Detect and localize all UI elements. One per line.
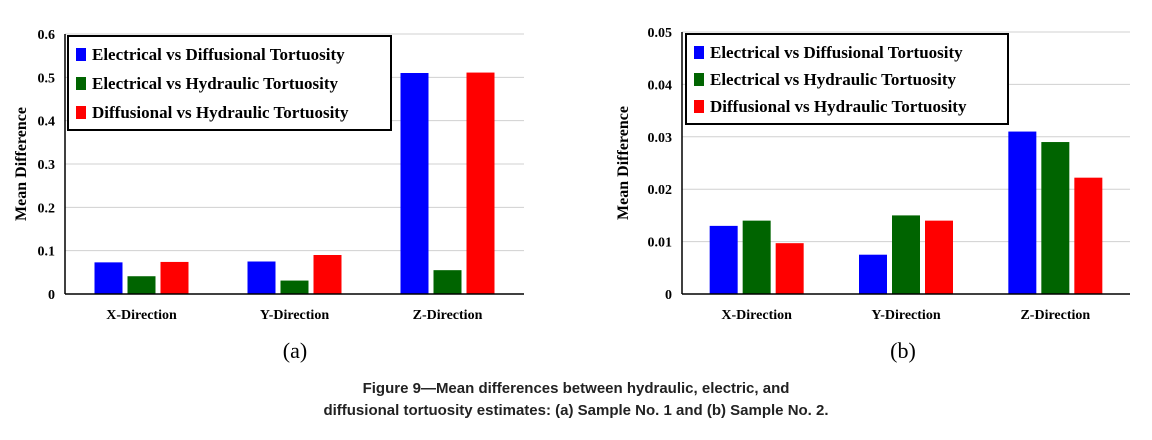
y-tick-label: 0.01 [648, 236, 673, 251]
x-tick-label: X-Direction [106, 308, 177, 323]
y-tick-label: 0.4 [38, 115, 56, 130]
legend-swatch [76, 77, 86, 90]
legend-label: Electrical vs Diffusional Tortuosity [92, 45, 345, 64]
y-tick-label: 0.02 [648, 183, 673, 198]
y-tick-label: 0.04 [648, 78, 673, 93]
x-tick-label: Z-Direction [1020, 308, 1090, 323]
y-tick-label: 0.6 [38, 28, 56, 43]
y-tick-label: 0.1 [38, 245, 56, 260]
y-axis-label: Mean Difference [13, 107, 30, 221]
bar [400, 73, 429, 294]
y-tick-label: 0 [665, 288, 672, 303]
x-tick-label: Y-Direction [260, 308, 329, 323]
chart-b: 0 0.01 0.02 0.03 0.04 0.05 X-Direction Y-Direct… [615, 26, 1130, 363]
bar [313, 255, 342, 294]
bar [775, 243, 804, 294]
bar [160, 261, 189, 294]
bar [859, 254, 887, 294]
y-tick-label: 0.03 [648, 131, 673, 146]
y-tick-label: 0.5 [38, 71, 56, 86]
legend-swatch [694, 46, 704, 59]
bar [742, 220, 771, 294]
y-tick-label: 0.3 [38, 158, 56, 173]
legend-swatch [694, 100, 704, 113]
legend-label: Electrical vs Hydraulic Tortuosity [92, 74, 339, 93]
bar [247, 261, 276, 294]
legend-label: Electrical vs Hydraulic Tortuosity [710, 70, 957, 89]
bar [925, 220, 953, 294]
bar [94, 262, 123, 294]
legend-swatch [694, 73, 704, 86]
y-tick-label: 0.2 [38, 201, 56, 216]
y-axis-label: Mean Difference [615, 106, 632, 220]
caption-line-1: Figure 9—Mean differences between hydrau… [362, 380, 790, 397]
chart-a: 0 0.1 0.2 0.3 0.4 0.5 0.6 X-Direction Y-Directio… [13, 28, 524, 363]
y-tick-label: 0 [48, 288, 55, 303]
x-tick-label: Y-Direction [871, 308, 940, 323]
legend-swatch [76, 106, 86, 119]
bar [127, 276, 156, 294]
x-tick-label: X-Direction [721, 308, 792, 323]
legend-label: Diffusional vs Hydraulic Tortuosity [710, 97, 967, 116]
bar [1008, 131, 1037, 294]
legend-box [685, 33, 1009, 125]
x-tick-label: Z-Direction [413, 308, 483, 323]
panel-label: (b) [890, 338, 916, 363]
panel-label: (a) [283, 338, 307, 363]
legend-box [67, 35, 392, 131]
caption-line-2: diffusional tortuosity estimates: (a) Sa… [323, 402, 829, 419]
legend-label: Diffusional vs Hydraulic Tortuosity [92, 103, 349, 122]
bar [1041, 142, 1070, 294]
figure-caption: Figure 9—Mean differences between hydrau… [0, 378, 1152, 422]
bar [1074, 177, 1103, 294]
y-tick-label: 0.05 [648, 26, 673, 41]
bar [433, 270, 462, 294]
bar [709, 225, 738, 294]
bar [280, 280, 309, 294]
legend-label: Electrical vs Diffusional Tortuosity [710, 43, 963, 62]
bar [892, 215, 920, 294]
bar [466, 72, 495, 294]
legend-swatch [76, 48, 86, 61]
